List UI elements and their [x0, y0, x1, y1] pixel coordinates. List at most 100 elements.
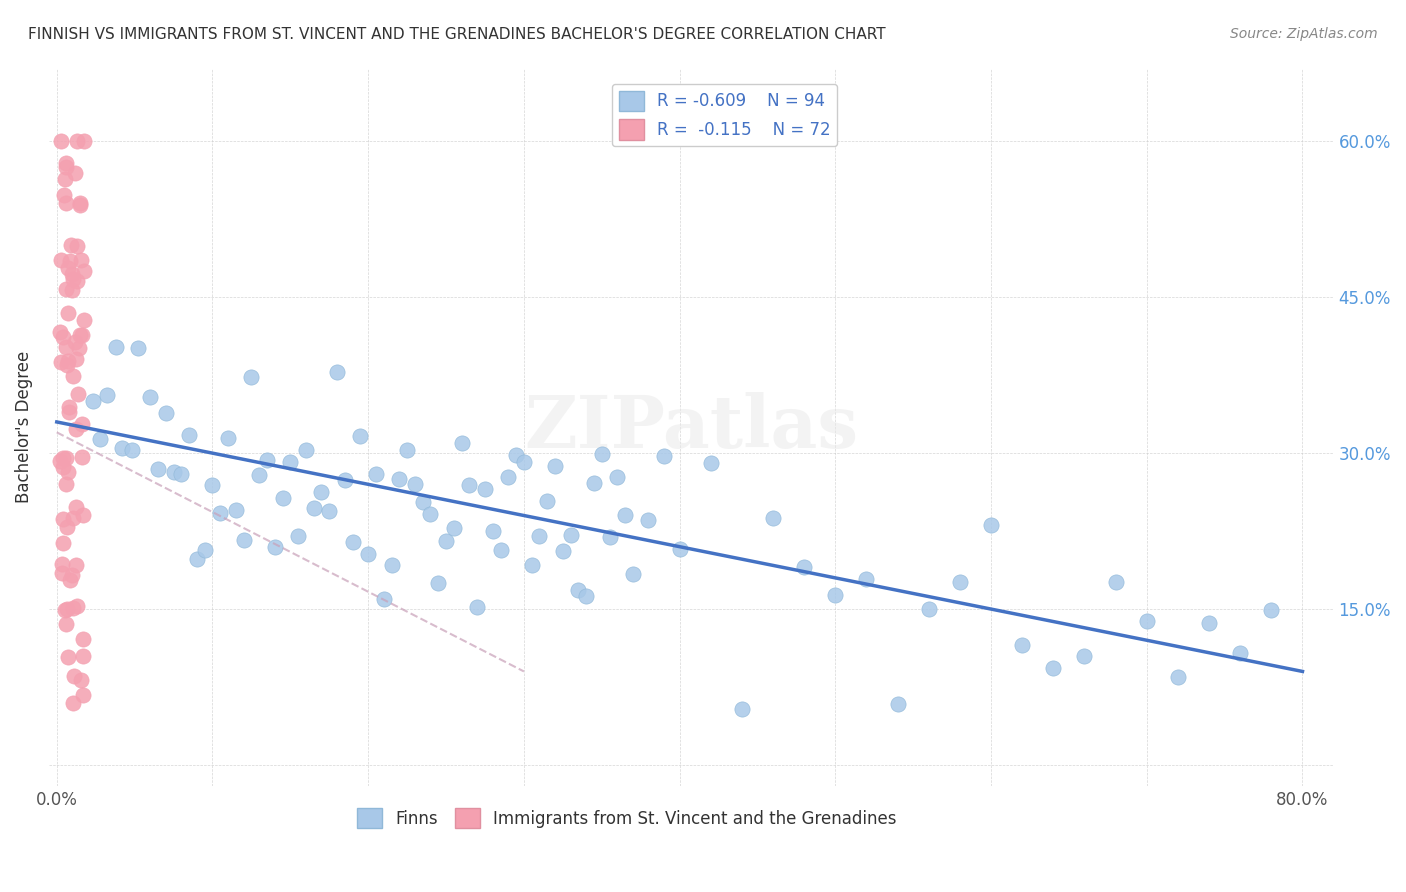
- Point: [66, 599, 89, 613]
- Point: [567, 582, 589, 597]
- Point: [49, 454, 72, 468]
- Point: [434, 534, 457, 549]
- Point: [311, 484, 333, 499]
- Point: [373, 592, 395, 607]
- Point: [70, 450, 93, 465]
- Text: ZIPatlas: ZIPatlas: [524, 392, 859, 463]
- Point: [56, 354, 79, 368]
- Point: [170, 467, 193, 481]
- Point: [52, 460, 75, 475]
- Point: [62, 272, 84, 286]
- Point: [621, 567, 644, 582]
- Point: [146, 462, 169, 476]
- Point: [66, 387, 89, 401]
- Point: [72, 648, 94, 663]
- Point: [450, 435, 472, 450]
- Point: [65, 351, 87, 366]
- Point: [194, 543, 217, 558]
- Point: [263, 540, 285, 554]
- Point: [127, 341, 149, 355]
- Point: [1167, 670, 1189, 684]
- Point: [949, 575, 972, 590]
- Point: [232, 533, 254, 548]
- Point: [1011, 638, 1033, 652]
- Point: [89, 432, 111, 446]
- Point: [53, 187, 76, 202]
- Point: [59, 237, 82, 252]
- Point: [55, 172, 77, 186]
- Point: [67, 341, 90, 355]
- Point: [652, 449, 675, 463]
- Point: [55, 196, 77, 211]
- Point: [591, 446, 613, 460]
- Y-axis label: Bachelor's Degree: Bachelor's Degree: [15, 351, 32, 503]
- Point: [287, 529, 309, 543]
- Point: [388, 472, 411, 486]
- Point: [51, 566, 73, 581]
- Point: [1260, 603, 1282, 617]
- Point: [69, 673, 91, 687]
- Point: [357, 547, 380, 561]
- Point: [247, 468, 270, 483]
- Point: [56, 358, 79, 372]
- Point: [256, 453, 278, 467]
- Point: [1073, 649, 1095, 664]
- Point: [73, 134, 96, 148]
- Point: [70, 417, 93, 432]
- Point: [458, 478, 481, 492]
- Point: [65, 422, 87, 436]
- Point: [65, 500, 87, 514]
- Point: [55, 450, 77, 465]
- Point: [58, 261, 80, 276]
- Point: [551, 543, 574, 558]
- Point: [599, 530, 621, 544]
- Point: [700, 457, 723, 471]
- Point: [606, 470, 628, 484]
- Point: [186, 552, 208, 566]
- Point: [69, 197, 91, 211]
- Point: [58, 649, 80, 664]
- Point: [582, 476, 605, 491]
- Point: [49, 134, 72, 148]
- Point: [60, 283, 83, 297]
- Point: [575, 590, 598, 604]
- Point: [886, 697, 908, 711]
- Point: [560, 528, 582, 542]
- Point: [318, 504, 340, 518]
- Point: [62, 669, 84, 683]
- Point: [56, 306, 79, 320]
- Point: [217, 431, 239, 445]
- Point: [520, 558, 543, 572]
- Point: [1042, 661, 1064, 675]
- Point: [980, 517, 1002, 532]
- Point: [55, 160, 77, 174]
- Point: [111, 442, 134, 456]
- Point: [69, 327, 91, 342]
- Point: [55, 616, 77, 631]
- Point: [396, 442, 419, 457]
- Point: [56, 465, 79, 479]
- Point: [66, 238, 89, 252]
- Point: [498, 470, 520, 484]
- Point: [72, 508, 94, 522]
- Point: [201, 478, 224, 492]
- Point: [82, 393, 104, 408]
- Point: [60, 267, 83, 281]
- Point: [62, 696, 84, 710]
- Point: [162, 465, 184, 479]
- Point: [342, 534, 364, 549]
- Point: [52, 450, 75, 465]
- Point: [121, 443, 143, 458]
- Point: [56, 602, 79, 616]
- Point: [481, 524, 503, 539]
- Legend: Finns, Immigrants from St. Vincent and the Grenadines: Finns, Immigrants from St. Vincent and t…: [350, 801, 904, 835]
- Point: [55, 156, 77, 170]
- Point: [49, 355, 72, 369]
- Point: [668, 541, 690, 556]
- Point: [72, 688, 94, 702]
- Point: [536, 494, 558, 508]
- Point: [70, 253, 93, 268]
- Point: [73, 264, 96, 278]
- Point: [412, 495, 434, 509]
- Point: [62, 368, 84, 383]
